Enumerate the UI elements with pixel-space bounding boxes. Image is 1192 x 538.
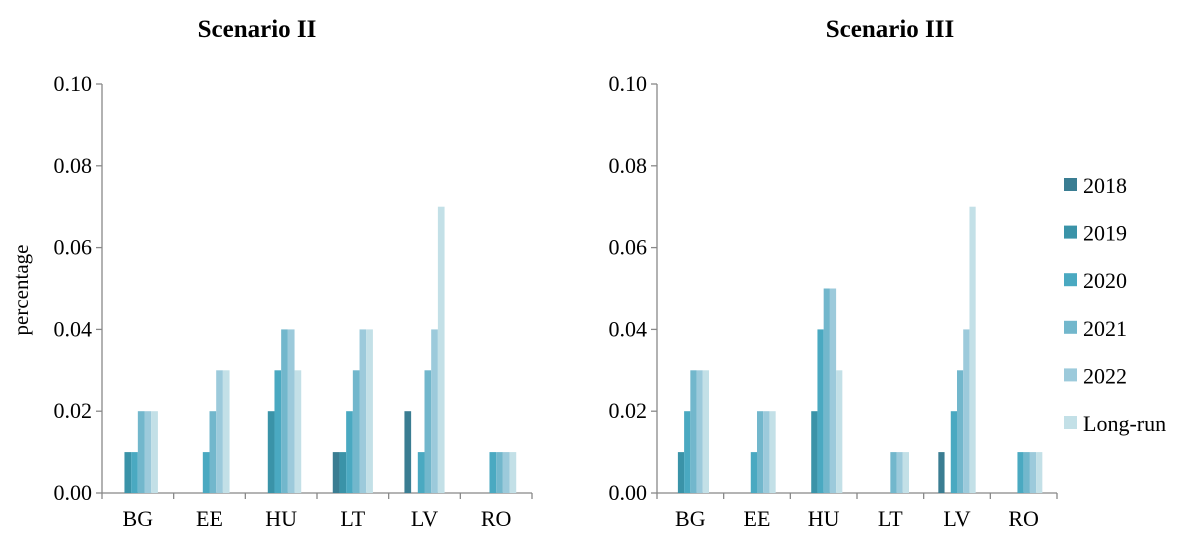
x-tick-label: HU [808, 506, 840, 531]
legend-swatch [1064, 368, 1077, 382]
bar-bg-2019 [124, 452, 132, 493]
legend: 2018 2019 2020 2021 2022 Long-run [1064, 173, 1166, 436]
bar-bg-long-run [151, 411, 158, 493]
chart-scenario-iii: Scenario III 0.00 0.02 0.04 0.06 0.08 0.10 BG E… [609, 16, 1058, 531]
bar-hu-2021 [823, 288, 830, 493]
bar-ro-2021 [1023, 452, 1030, 493]
y-tick-label: 0.04 [54, 316, 93, 341]
bar-lv-2021 [424, 370, 432, 493]
x-tick-label: RO [481, 506, 512, 531]
bar-bg-2021 [137, 411, 145, 493]
bar-bg-2020 [131, 452, 138, 493]
bar-ro-2020 [489, 452, 497, 493]
bar-lv-2020 [417, 452, 425, 493]
x-tick-label: EE [196, 506, 223, 531]
bar-bg-long-run [702, 370, 709, 493]
legend-swatch [1064, 225, 1077, 239]
y-tick-label: 0.08 [609, 153, 648, 178]
x-tick-label: BG [123, 506, 154, 531]
x-tick-label: RO [1008, 506, 1039, 531]
bar-hu-2019 [267, 411, 275, 493]
bar-ro-2020 [1017, 452, 1024, 493]
bar-bg-2020 [684, 411, 691, 493]
bar-lv-2022 [431, 329, 438, 493]
bar-bg-2022 [144, 411, 152, 493]
bar-hu-long-run [294, 370, 302, 493]
bar-lv-long-run [969, 206, 976, 493]
legend-entry: 2018 [1083, 173, 1127, 198]
bar-ee-2021 [757, 411, 764, 493]
bar-bg-2022 [696, 370, 703, 493]
y-axis-label: percentage [9, 245, 33, 336]
bar-lt-2021 [352, 370, 360, 493]
legend-swatch [1064, 320, 1077, 334]
bar-ro-2022 [1029, 452, 1037, 493]
y-tick-label: 0.10 [609, 71, 648, 96]
chart-title: Scenario III [826, 16, 954, 43]
bar-ro-2022 [502, 452, 510, 493]
chart-title: Scenario II [198, 16, 317, 43]
y-tick-label: 0.10 [54, 71, 93, 96]
x-tick-label: LT [340, 506, 365, 531]
bar-ee-long-run [222, 370, 230, 493]
bar-lt-long-run [366, 329, 373, 493]
bar-ee-2020 [750, 452, 757, 493]
bar-lv-long-run [437, 206, 445, 493]
x-tick-label: BG [675, 506, 706, 531]
legend-swatch [1064, 416, 1077, 429]
bar-lt-2020 [346, 411, 353, 493]
y-tick-label: 0.00 [54, 480, 93, 505]
x-tick-label: EE [744, 506, 771, 531]
bar-ee-2020 [202, 452, 210, 493]
x-tick-label: LV [943, 506, 970, 531]
y-tick-label: 0.04 [609, 316, 648, 341]
x-tick-label: LT [878, 506, 903, 531]
bar-hu-2021 [281, 329, 288, 493]
x-tick-label: LV [411, 506, 438, 531]
bar-ee-2022 [216, 370, 223, 493]
bar-lt-long-run [902, 452, 909, 493]
bar-lt-2022 [896, 452, 903, 493]
legend-swatch [1064, 273, 1077, 287]
y-tick-label: 0.00 [609, 480, 648, 505]
bar-ro-long-run [1036, 452, 1043, 493]
bar-ee-2022 [763, 411, 770, 493]
y-tick-label: 0.02 [609, 398, 648, 423]
legend-entry: 2019 [1083, 221, 1127, 246]
legend-entry: Long-run [1083, 411, 1166, 436]
chart-scenario-ii: Scenario II percentage 0.00 0.02 0.04 0.06 0… [9, 16, 533, 531]
bar-lt-2022 [359, 329, 367, 493]
bar-ee-long-run [769, 411, 776, 493]
bar-lt-2021 [890, 452, 897, 493]
bar-ee-2021 [209, 411, 217, 493]
y-tick-label: 0.06 [54, 235, 93, 260]
bar-ro-long-run [509, 452, 517, 493]
y-tick-label: 0.06 [609, 235, 648, 260]
bar-lv-2020 [950, 411, 957, 493]
bar-ro-2021 [496, 452, 503, 493]
bar-lv-2021 [957, 370, 964, 493]
bar-lv-2018 [404, 411, 412, 493]
legend-entry: 2020 [1083, 268, 1127, 293]
bar-hu-2022 [287, 329, 295, 493]
bar-bg-2019 [677, 452, 685, 493]
y-tick-label: 0.02 [54, 398, 93, 423]
bar-hu-long-run [836, 370, 843, 493]
legend-entry: 2022 [1083, 363, 1127, 388]
bar-hu-2020 [817, 329, 824, 493]
bar-lt-2018 [332, 452, 340, 493]
legend-swatch [1064, 178, 1077, 191]
bar-hu-2019 [811, 411, 818, 493]
bar-lt-2019 [339, 452, 347, 493]
legend-entry: 2021 [1083, 316, 1127, 341]
x-tick-label: HU [265, 506, 297, 531]
bar-hu-2020 [274, 370, 282, 493]
bar-hu-2022 [829, 288, 837, 493]
y-tick-label: 0.08 [54, 153, 93, 178]
bar-lv-2022 [963, 329, 970, 493]
bar-lv-2018 [938, 452, 945, 493]
bar-bg-2021 [690, 370, 697, 493]
